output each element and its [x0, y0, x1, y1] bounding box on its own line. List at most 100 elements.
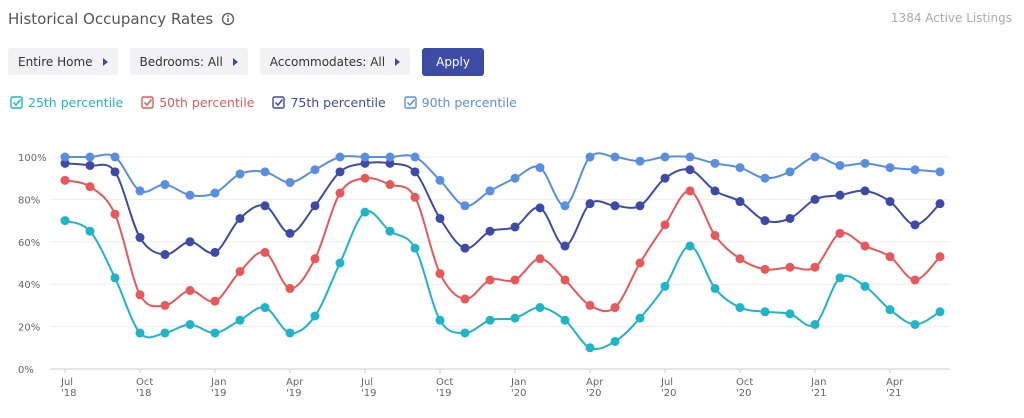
- data-point: [660, 281, 670, 291]
- data-point: [685, 152, 695, 162]
- data-point: [635, 258, 645, 268]
- legend-item[interactable]: 75th percentile: [272, 95, 386, 110]
- legend-label: 75th percentile: [290, 95, 386, 110]
- checkmark: [275, 99, 284, 107]
- data-point: [835, 190, 845, 200]
- data-point: [885, 305, 895, 315]
- data-point: [360, 173, 370, 183]
- x-tick-label: Apr '20: [586, 377, 604, 399]
- data-point: [210, 247, 220, 257]
- data-point: [510, 313, 520, 323]
- data-point: [560, 275, 570, 285]
- data-point: [485, 186, 495, 196]
- data-point: [660, 220, 670, 230]
- data-point: [710, 230, 720, 240]
- data-point: [935, 167, 945, 177]
- data-point: [685, 186, 695, 196]
- data-point: [785, 309, 795, 319]
- x-tick-label: Jul '19: [361, 377, 377, 399]
- data-point: [310, 311, 320, 321]
- data-point: [285, 328, 295, 338]
- data-point: [685, 165, 695, 175]
- data-point: [660, 173, 670, 183]
- data-point: [410, 152, 420, 162]
- checkbox[interactable]: [141, 96, 154, 109]
- y-tick-label: 20%: [18, 323, 40, 334]
- data-point: [460, 243, 470, 253]
- x-tick-label: Jul '18: [61, 377, 77, 399]
- data-point: [635, 156, 645, 166]
- y-tick-label: 100%: [18, 153, 47, 164]
- data-point: [585, 152, 595, 162]
- data-point: [760, 264, 770, 274]
- filter-button[interactable]: Bedrooms: All: [129, 48, 248, 75]
- legend-item[interactable]: 50th percentile: [141, 95, 254, 110]
- y-tick-label: 0%: [18, 365, 34, 376]
- data-point: [235, 213, 245, 223]
- legend-item[interactable]: 25th percentile: [10, 95, 123, 110]
- data-point: [235, 169, 245, 179]
- filter-button[interactable]: Entire Home: [8, 48, 118, 75]
- data-point: [135, 290, 145, 300]
- data-point: [360, 152, 370, 162]
- data-point: [810, 319, 820, 329]
- data-point: [685, 241, 695, 251]
- series-line: [64, 161, 941, 256]
- data-point: [485, 226, 495, 236]
- info-icon[interactable]: [221, 12, 235, 26]
- data-point: [210, 328, 220, 338]
- data-point: [660, 152, 670, 162]
- data-point: [610, 303, 620, 313]
- data-point: [335, 167, 345, 177]
- data-point: [385, 226, 395, 236]
- data-point: [835, 160, 845, 170]
- legend-item[interactable]: 90th percentile: [403, 95, 517, 110]
- filters: Entire Home Bedrooms: All Accommodates: Al…: [8, 48, 484, 76]
- x-tick-label: Oct '20: [736, 377, 754, 399]
- x-tick-label: Oct '18: [136, 377, 154, 399]
- data-point: [435, 213, 445, 223]
- data-point: [310, 201, 320, 211]
- y-tick-label: 60%: [18, 238, 40, 249]
- data-point: [285, 177, 295, 187]
- checkbox[interactable]: [272, 96, 286, 109]
- checkbox[interactable]: [403, 96, 417, 109]
- data-point: [535, 303, 545, 313]
- data-point: [160, 328, 170, 338]
- data-point: [310, 254, 320, 264]
- data-point: [610, 152, 620, 162]
- data-point: [410, 167, 420, 177]
- data-point: [510, 173, 520, 183]
- checkbox-box: [141, 96, 154, 109]
- checkbox[interactable]: [10, 96, 23, 109]
- data-point: [85, 226, 95, 236]
- data-point: [710, 186, 720, 196]
- data-point: [285, 283, 295, 293]
- data-point: [185, 319, 195, 329]
- data-point: [460, 201, 470, 211]
- checkbox-box: [403, 96, 417, 109]
- data-point: [585, 199, 595, 209]
- filter-button[interactable]: Accommodates: All: [259, 48, 411, 75]
- checkmark: [406, 99, 415, 107]
- data-point: [210, 296, 220, 306]
- apply-button[interactable]: Apply: [422, 48, 484, 76]
- data-point: [260, 303, 270, 313]
- checkmark: [12, 99, 22, 107]
- data-point: [210, 188, 220, 198]
- series-line: [65, 152, 941, 207]
- data-point: [785, 213, 795, 223]
- title: Historical Occupancy Rates: [8, 10, 214, 28]
- data-point: [935, 307, 945, 317]
- data-point: [435, 175, 445, 185]
- data-point: [585, 343, 595, 353]
- header: Historical Occupancy Rates: [8, 10, 235, 28]
- data-point: [460, 328, 470, 338]
- data-point: [835, 228, 845, 238]
- data-point: [60, 152, 70, 162]
- data-point: [110, 209, 120, 219]
- data-point: [335, 188, 345, 198]
- data-point: [335, 152, 345, 162]
- checkmark: [144, 99, 153, 107]
- y-tick-label: 40%: [18, 280, 40, 291]
